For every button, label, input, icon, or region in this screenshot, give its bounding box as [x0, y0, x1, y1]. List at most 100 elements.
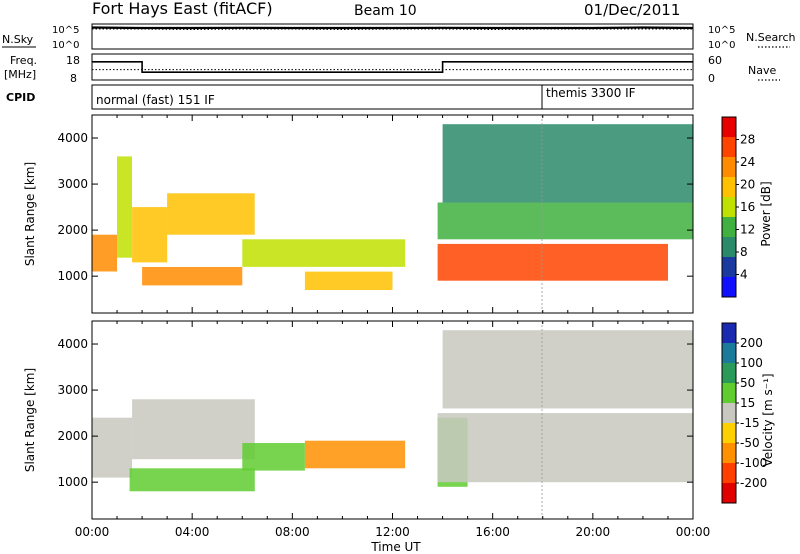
label-cpid: CPID [6, 91, 35, 104]
x-tick-label: 20:00 [576, 525, 611, 539]
y-tick-label: 2000 [57, 223, 88, 237]
noise-series-line [92, 28, 693, 31]
colorbar-swatch [722, 343, 736, 364]
colorbar-tick-label: 15 [740, 396, 755, 410]
echo-region [92, 234, 117, 272]
power-ylabel: Slant Range [km] [23, 162, 37, 266]
echo-region [132, 207, 168, 263]
colorbar-tick-label: -15 [740, 416, 760, 430]
noise-tick-left-bottom: 10^0 [52, 40, 79, 51]
colorbar-swatch [722, 217, 736, 238]
x-tick-label: 08:00 [275, 525, 310, 539]
echo-region [167, 193, 255, 235]
x-tick-label: 16:00 [475, 525, 510, 539]
colorbar-swatch [722, 363, 736, 384]
y-tick-label: 1000 [57, 269, 88, 283]
cpid-label-normal: normal (fast) 151 IF [96, 93, 215, 107]
velocity-panel: Slant Range [km] 4000 3000 2000 1000 [23, 320, 694, 520]
colorbar-swatch [722, 237, 736, 258]
label-nave: Nave [748, 64, 776, 77]
cpid-panel: CPID normal (fast) 151 IF themis 3300 IF [6, 84, 694, 110]
echo-region [437, 413, 693, 483]
echo-region [129, 468, 255, 492]
echo-region [92, 417, 133, 478]
echo-region [304, 271, 393, 290]
echo-region [304, 440, 406, 469]
colorbar-tick-label: 8 [740, 245, 748, 259]
page-title: Fort Hays East (fitACF) [92, 0, 273, 18]
nave-tick-bottom: 0 [708, 72, 715, 85]
nave-tick-top: 60 [708, 54, 722, 67]
freq-tick-bottom: 8 [70, 72, 77, 85]
colorbar-swatch [722, 423, 736, 444]
colorbar-frame [721, 322, 737, 504]
y-tick-label: 1000 [57, 475, 88, 489]
power-panel: Slant Range [km] 4000 3000 2000 1000 [23, 114, 694, 314]
cpid-label-themis: themis 3300 IF [546, 86, 636, 100]
label-mhz: [MHz] [4, 68, 36, 81]
x-axis-label: Time UT [370, 540, 421, 554]
colorbar-tick-label: -200 [740, 476, 767, 490]
y-tick-label: 4000 [57, 337, 88, 351]
colorbar-tick-label: 28 [740, 133, 755, 147]
freq-tick-top: 18 [66, 54, 80, 67]
noise-panel: N.Sky 10^5 10^0 10^5 10^0 N.Search [2, 23, 796, 51]
colorbar-swatch [722, 383, 736, 404]
velocity-colorbar: 200 100 50 15 -15 -50 -100 -200 Velocity [m s⁻¹… [721, 322, 775, 504]
noise-tick-left-top: 10^5 [52, 25, 79, 36]
y-tick-label: 4000 [57, 131, 88, 145]
velocity-scale-title: Velocity [m s⁻¹] [761, 373, 775, 466]
noise-series-line [91, 26, 694, 30]
echo-region [117, 156, 132, 258]
freq-panel: Freq. [MHz] 18 8 60 0 Nave [4, 53, 780, 85]
echo-region [132, 399, 255, 460]
noise-tick-right-bottom: 10^0 [708, 40, 735, 51]
colorbar-swatch [722, 197, 736, 218]
freq-series-line [92, 60, 693, 73]
echo-region [437, 243, 668, 281]
echo-region [442, 124, 693, 203]
power-scale-title: Power [dB] [759, 181, 773, 246]
label-nsearch: N.Search [746, 31, 796, 44]
colorbar-tick-label: -50 [740, 436, 760, 450]
colorbar-tick-label: 4 [740, 268, 748, 282]
noise-tick-right-top: 10^5 [708, 25, 735, 36]
label-freq: Freq. [10, 54, 37, 67]
power-colorbar: 28 24 20 16 12 8 4 Power [dB] [721, 116, 773, 298]
colorbar-tick-label: 12 [740, 223, 755, 237]
colorbar-swatch [722, 443, 736, 464]
colorbar-tick-label: 20 [740, 178, 755, 192]
cpid-frame [91, 84, 694, 110]
colorbar-swatch [722, 403, 736, 424]
freq-frame [91, 53, 694, 81]
x-tick-label: 00:00 [676, 525, 711, 539]
label-nsky: N.Sky [2, 33, 34, 46]
colorbar-swatch [722, 177, 736, 198]
colorbar-swatch [722, 117, 736, 138]
echo-region [242, 443, 305, 471]
colorbar-swatch [722, 323, 736, 344]
echo-region [242, 239, 406, 267]
colorbar-tick-label: 16 [740, 200, 755, 214]
echo-region [142, 267, 243, 286]
colorbar-tick-label: 100 [740, 356, 763, 370]
y-tick-label: 3000 [57, 383, 88, 397]
noise-frame [91, 23, 694, 50]
y-tick-label: 2000 [57, 429, 88, 443]
colorbar-tick-label: 50 [740, 376, 755, 390]
x-tick-label: 04:00 [175, 525, 210, 539]
echo-region [442, 330, 693, 409]
echo-region [437, 202, 693, 240]
y-tick-label: 3000 [57, 177, 88, 191]
colorbar-swatch [722, 483, 736, 504]
colorbar-swatch [722, 463, 736, 484]
velocity-ylabel: Slant Range [km] [23, 368, 37, 472]
colorbar-swatch [722, 277, 736, 298]
date-label: 01/Dec/2011 [584, 1, 680, 19]
colorbar-swatch [722, 137, 736, 158]
beam-label: Beam 10 [354, 3, 417, 19]
colorbar-swatch [722, 157, 736, 178]
colorbar-tick-label: -100 [740, 456, 767, 470]
colorbar-tick-label: 24 [740, 155, 755, 169]
